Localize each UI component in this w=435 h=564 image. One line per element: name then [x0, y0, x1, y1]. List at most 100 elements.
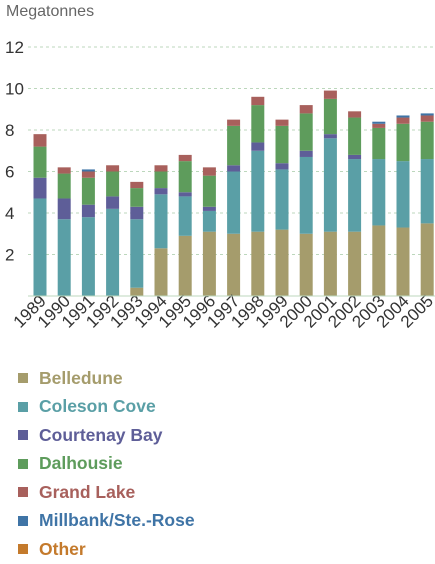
bar-segment-coleson-cove	[251, 150, 265, 232]
bar-segment-coleson-cove	[202, 210, 216, 232]
legend-label: Coleson Cove	[39, 396, 156, 417]
bar-segment-dalhousie	[57, 173, 71, 199]
bar-segment-coleson-cove	[348, 159, 362, 232]
bar-segment-belledune	[275, 229, 289, 296]
legend-swatch	[18, 373, 28, 384]
bar-segment-grand-lake	[130, 181, 144, 189]
bar-segment-grand-lake	[57, 167, 71, 174]
chart-legend: Belledune Coleson Cove Courtenay Bay Dalhou…	[18, 364, 195, 564]
legend-swatch	[18, 515, 28, 526]
legend-item: Courtenay Bay	[18, 421, 195, 450]
bar-segment-courtenay-bay	[227, 165, 241, 172]
bar-segment-coleson-cove	[57, 219, 71, 296]
bar-segment-courtenay-bay	[275, 163, 289, 170]
bar-segment-coleson-cove	[372, 159, 386, 226]
bar-segment-dalhousie	[106, 171, 120, 197]
bar-segment-courtenay-bay	[323, 134, 337, 139]
bar-segment-coleson-cove	[396, 161, 410, 228]
bar-segment-courtenay-bay	[106, 196, 120, 209]
bar-segment-coleson-cove	[81, 217, 95, 296]
bar-segment-grand-lake	[202, 167, 216, 176]
bar-segment-courtenay-bay	[251, 142, 265, 151]
legend-label: Dalhousie	[39, 453, 123, 474]
y-tick-label: 6	[5, 163, 14, 182]
legend-label: Courtenay Bay	[39, 424, 163, 445]
bar-segment-belledune	[130, 287, 144, 296]
bar-segment-millbank-ste-rose	[372, 121, 386, 124]
bar-segment-grand-lake	[81, 171, 95, 178]
bar-segment-grand-lake	[348, 111, 362, 118]
bar-segment-dalhousie	[130, 188, 144, 207]
legend-label: Belledune	[39, 367, 123, 388]
bar-segment-coleson-cove	[420, 159, 434, 224]
bar-segment-courtenay-bay	[202, 206, 216, 211]
bar-segment-dalhousie	[33, 146, 47, 178]
bar-segment-grand-lake	[420, 115, 434, 122]
y-tick-label: 4	[5, 204, 14, 223]
bar-segment-belledune	[420, 223, 434, 296]
bar-segment-courtenay-bay	[130, 206, 144, 220]
legend-swatch	[18, 401, 28, 412]
legend-swatch	[18, 430, 28, 441]
bar-segment-coleson-cove	[275, 169, 289, 230]
bar-segment-courtenay-bay	[299, 150, 313, 157]
legend-item: Grand Lake	[18, 478, 195, 507]
bar-segment-grand-lake	[372, 123, 386, 128]
bar-segment-millbank-ste-rose	[81, 169, 95, 172]
bar-segment-courtenay-bay	[348, 154, 362, 160]
bar-segment-dalhousie	[348, 117, 362, 155]
legend-item: Coleson Cove	[18, 393, 195, 422]
bar-segment-coleson-cove	[33, 198, 47, 296]
y-tick-label: 10	[5, 80, 24, 99]
y-tick-label: 2	[5, 246, 14, 265]
bar-segment-dalhousie	[202, 175, 216, 207]
bar-segment-coleson-cove	[227, 171, 241, 234]
legend-label: Other	[39, 538, 86, 559]
bar-segment-belledune	[154, 248, 168, 296]
bar-segment-belledune	[251, 231, 265, 296]
legend-item: Other	[18, 535, 195, 564]
bar-segment-dalhousie	[396, 123, 410, 162]
legend-item: Millbank/Ste.-Rose	[18, 507, 195, 536]
stacked-bar-chart: 2468101219891990199119921993199419951996…	[5, 38, 435, 332]
bar-segment-grand-lake	[33, 134, 47, 147]
bar-segment-belledune	[323, 231, 337, 296]
bar-segment-dalhousie	[420, 121, 434, 160]
y-tick-label: 12	[5, 38, 24, 57]
bar-segment-courtenay-bay	[57, 198, 71, 220]
bar-segment-belledune	[227, 233, 241, 296]
bar-segment-grand-lake	[275, 119, 289, 126]
bar-segment-grand-lake	[323, 90, 337, 99]
bar-segment-coleson-cove	[130, 219, 144, 288]
bar-segment-millbank-ste-rose	[420, 113, 434, 116]
bar-segment-dalhousie	[323, 98, 337, 135]
legend-label: Millbank/Ste.-Rose	[39, 510, 195, 531]
bar-segment-courtenay-bay	[33, 177, 47, 199]
bar-segment-millbank-ste-rose	[396, 115, 410, 118]
bar-segment-belledune	[178, 235, 192, 296]
bar-segment-dalhousie	[275, 125, 289, 164]
bar-segment-belledune	[299, 233, 313, 296]
legend-swatch	[18, 458, 28, 469]
bar-segment-dalhousie	[178, 161, 192, 193]
bar-segment-grand-lake	[106, 165, 120, 172]
bar-segment-courtenay-bay	[81, 204, 95, 218]
y-axis-unit-label: Megatonnes	[6, 3, 95, 20]
legend-swatch	[18, 487, 28, 498]
bar-segment-coleson-cove	[178, 196, 192, 236]
bar-segment-dalhousie	[227, 125, 241, 166]
bar-segment-coleson-cove	[106, 208, 120, 296]
bar-segment-coleson-cove	[323, 138, 337, 232]
legend-label: Grand Lake	[39, 481, 136, 502]
bar-segment-dalhousie	[299, 113, 313, 151]
bar-segment-dalhousie	[251, 105, 265, 143]
bar-segment-belledune	[348, 231, 362, 296]
bar-segment-coleson-cove	[299, 156, 313, 234]
bar-segment-grand-lake	[154, 165, 168, 172]
bar-segment-courtenay-bay	[154, 188, 168, 195]
bar-segment-grand-lake	[178, 154, 192, 162]
bar-segment-courtenay-bay	[178, 192, 192, 197]
bar-segment-grand-lake	[227, 119, 241, 126]
bar-segment-belledune	[396, 227, 410, 296]
bar-segment-dalhousie	[372, 127, 386, 160]
